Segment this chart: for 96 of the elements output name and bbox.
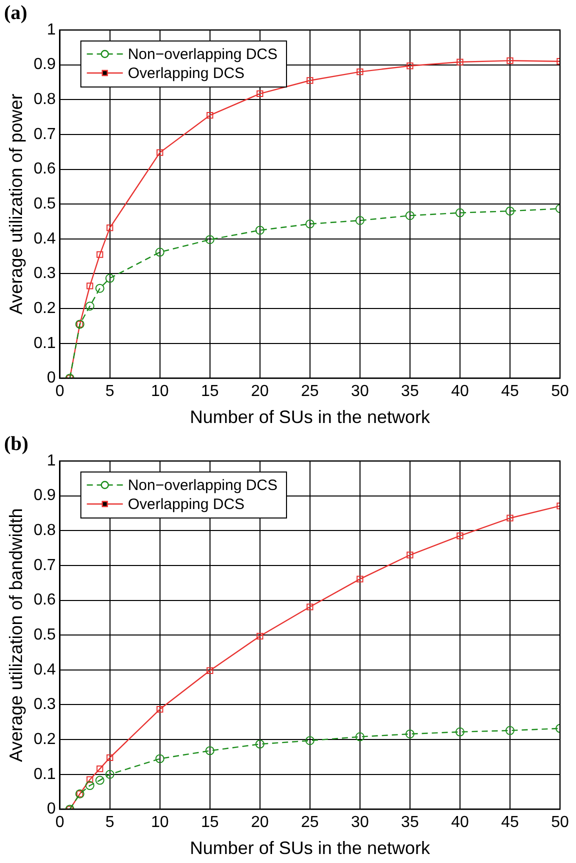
point: [106, 224, 114, 232]
point: [205, 235, 214, 244]
point: [255, 226, 264, 235]
y-tick-label: 0.5: [34, 626, 56, 644]
point: [156, 149, 164, 156]
y-tick-label: 1: [46, 21, 56, 38]
point: [155, 754, 164, 764]
point: [206, 667, 214, 674]
y-tick-label: 0.7: [34, 556, 56, 574]
point: [95, 284, 104, 293]
x-tick-label: 50: [551, 814, 569, 832]
y-tick-label: 1: [46, 452, 56, 470]
point: [455, 208, 464, 218]
y-tick-label: 0.1: [34, 766, 56, 783]
x-tick-label: 15: [200, 383, 219, 400]
point: [456, 532, 464, 540]
point: [105, 274, 114, 283]
point: [255, 740, 264, 749]
x-tick-label: 45: [501, 814, 519, 832]
point: [355, 216, 364, 225]
point: [305, 736, 314, 746]
point: [506, 514, 514, 522]
x-tick-label: 25: [301, 814, 319, 832]
x-tick-label: 35: [401, 814, 419, 832]
x-tick-label: 40: [451, 383, 469, 400]
point: [505, 726, 514, 736]
point: [105, 770, 114, 779]
point: [96, 765, 104, 772]
point: [96, 251, 104, 258]
y-tick-label: 0.8: [34, 91, 56, 108]
y-tick-label: 0.9: [34, 487, 56, 504]
legend-label: Overlapping DCS: [128, 65, 245, 82]
legend-label: Non−overlapping DCS: [128, 46, 278, 64]
x-axis-title: Number of SUs in the network: [190, 838, 431, 858]
point: [406, 62, 414, 70]
point: [406, 552, 414, 558]
point: [86, 776, 94, 783]
y-tick-label: 0.9: [34, 56, 56, 74]
point: [86, 282, 94, 290]
y-axis-title: Average utilization of power: [6, 94, 26, 315]
point: [206, 112, 214, 119]
y-tick-label: 0.2: [34, 730, 56, 748]
y-tick-label: 0.6: [34, 592, 56, 609]
point: [306, 604, 314, 610]
point: [85, 781, 94, 790]
chart-title: (a): [4, 2, 28, 24]
x-tick-label: 45: [501, 383, 519, 400]
point: [456, 58, 464, 66]
point: [505, 206, 514, 216]
y-tick-label: 0.2: [34, 300, 56, 317]
x-axis-title: Number of SUs in the network: [190, 407, 431, 428]
y-tick-label: 0: [46, 370, 56, 387]
point: [405, 729, 414, 738]
point: [305, 219, 314, 228]
point: [256, 90, 264, 98]
point: [356, 68, 364, 76]
point: [106, 754, 114, 761]
chart-title: (b): [4, 433, 28, 456]
point: [205, 746, 214, 756]
legend-label: Overlapping DCS: [128, 496, 245, 514]
x-tick-label: 20: [251, 814, 269, 832]
y-tick-label: 0.3: [34, 265, 56, 282]
y-axis-title: Average utilization of bandwidth: [6, 508, 26, 762]
x-tick-label: 35: [401, 383, 419, 400]
x-tick-label: 15: [200, 814, 219, 832]
point: [506, 57, 514, 64]
point: [85, 302, 94, 311]
x-tick-label: 30: [351, 383, 369, 400]
x-tick-label: 30: [351, 814, 369, 832]
y-tick-label: 0.3: [34, 696, 56, 714]
point: [356, 576, 364, 582]
point: [355, 732, 364, 742]
y-tick-label: 0: [46, 800, 56, 818]
point: [256, 632, 264, 640]
y-tick-label: 0.6: [34, 160, 56, 178]
x-tick-label: 50: [551, 383, 569, 400]
point: [405, 211, 414, 220]
x-tick-label: 20: [251, 383, 269, 400]
point: [306, 77, 314, 84]
y-tick-label: 0.4: [34, 661, 56, 678]
x-tick-label: 25: [301, 383, 319, 400]
y-tick-label: 0.1: [34, 334, 56, 352]
point: [455, 727, 464, 736]
point: [155, 248, 164, 257]
x-tick-label: 10: [150, 383, 169, 400]
legend-label: Non−overlapping DCS: [128, 477, 278, 494]
y-tick-label: 0.7: [34, 126, 56, 143]
x-tick-label: 5: [105, 814, 114, 832]
y-tick-label: 0.5: [34, 196, 56, 213]
point: [95, 776, 104, 785]
x-tick-label: 5: [105, 383, 114, 400]
x-tick-label: 40: [451, 814, 469, 832]
y-tick-label: 0.8: [34, 522, 56, 540]
point: [156, 706, 164, 713]
y-tick-label: 0.4: [34, 230, 56, 248]
x-tick-label: 10: [150, 814, 169, 832]
